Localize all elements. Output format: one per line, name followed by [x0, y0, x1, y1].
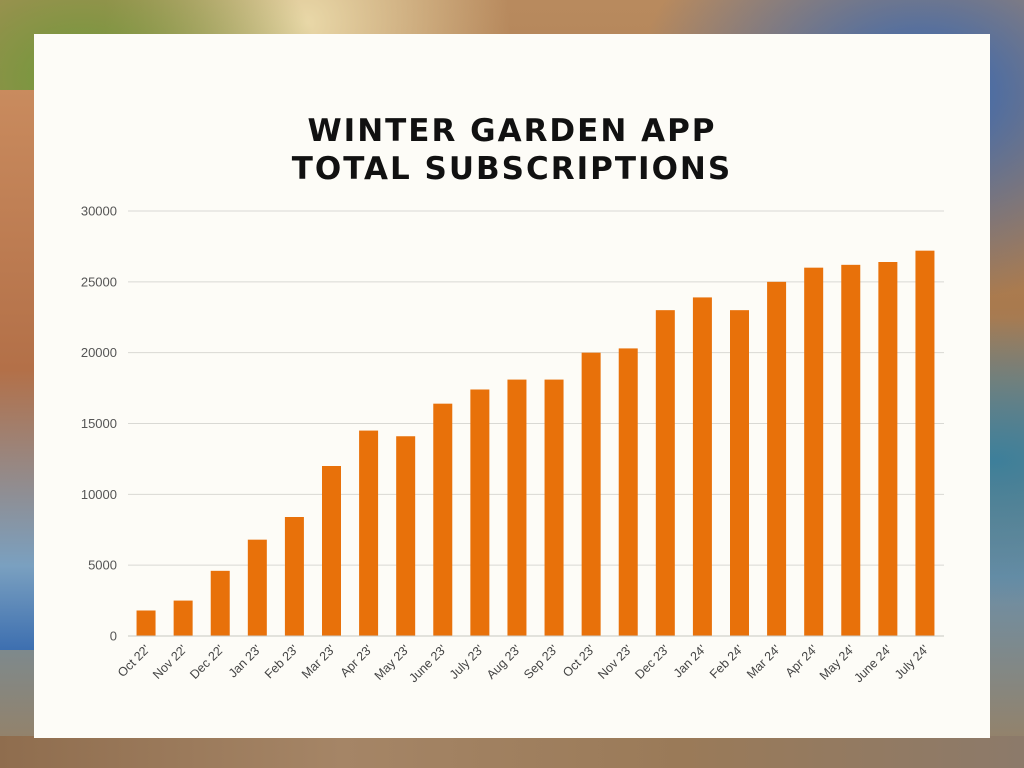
y-tick-label: 0 — [110, 629, 117, 644]
bar — [692, 297, 712, 636]
bar — [804, 267, 824, 636]
y-tick-label: 5000 — [88, 558, 117, 573]
bar — [433, 403, 453, 636]
x-tick-label: July 23' — [447, 642, 487, 682]
x-tick-label: Sep 23' — [521, 642, 561, 682]
bar — [618, 348, 638, 636]
x-tick-label: Jan 24' — [671, 642, 709, 680]
x-tick-label: Feb 24' — [707, 642, 746, 681]
bar — [730, 310, 749, 636]
chart-title-line-2: TOTAL SUBSCRIPTIONS — [291, 151, 733, 187]
y-tick-label: 30000 — [81, 204, 117, 219]
x-tick-label: Dec 23' — [632, 642, 672, 682]
x-tick-label: Apr 24' — [783, 642, 821, 680]
bar — [247, 539, 267, 636]
bar — [581, 352, 601, 636]
bar — [915, 250, 935, 636]
x-tick-label: Aug 23' — [484, 642, 524, 682]
x-tick-label: Mar 24' — [744, 642, 783, 681]
bar — [284, 517, 304, 636]
bar — [396, 436, 416, 636]
bar — [841, 264, 861, 636]
x-tick-label: May 24' — [817, 642, 858, 683]
bar — [470, 389, 490, 636]
x-tick-label: Feb 23' — [262, 642, 301, 681]
bar — [655, 310, 675, 636]
bar — [544, 379, 564, 636]
x-tick-label: Nov 22' — [150, 642, 190, 682]
bar — [210, 570, 230, 636]
x-tick-label: July 24' — [892, 642, 932, 682]
bar — [359, 430, 379, 636]
chart-title: WINTER GARDEN APP TOTAL SUBSCRIPTIONS — [34, 112, 990, 188]
x-tick-label: June 23' — [406, 642, 449, 685]
y-tick-label: 15000 — [81, 416, 117, 431]
bar — [878, 262, 898, 636]
bar — [507, 379, 527, 636]
y-tick-label: 20000 — [81, 345, 117, 360]
x-tick-label: Apr 23' — [338, 642, 376, 680]
bar — [322, 466, 341, 636]
bar — [136, 610, 156, 636]
y-tick-label: 10000 — [81, 487, 117, 502]
x-tick-label: June 24' — [851, 642, 894, 685]
background-ground — [0, 736, 1024, 768]
background-building — [0, 90, 34, 650]
x-tick-label: Nov 23' — [595, 642, 635, 682]
chart-title-line-1: WINTER GARDEN APP — [307, 113, 717, 149]
x-tick-label: Jan 23' — [226, 642, 264, 680]
x-tick-label: Oct 22' — [115, 642, 153, 680]
x-tick-label: Oct 23' — [560, 642, 598, 680]
bar — [173, 600, 193, 636]
bar — [767, 281, 787, 636]
x-tick-label: Mar 23' — [299, 642, 338, 681]
x-tick-label: May 23' — [372, 642, 413, 683]
x-tick-label: Dec 22' — [187, 642, 227, 682]
y-tick-label: 25000 — [81, 274, 117, 289]
